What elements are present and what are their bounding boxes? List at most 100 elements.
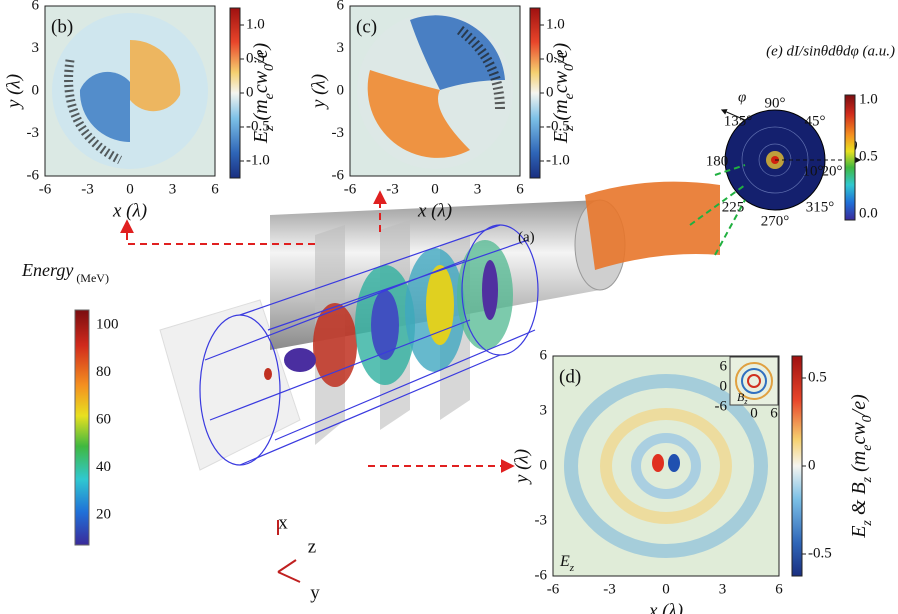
x-tick-label: -6 xyxy=(547,581,560,597)
y-tick-label: 0 xyxy=(337,82,345,98)
azimuth-label: 90° xyxy=(765,95,786,111)
x-tick-label: 3 xyxy=(719,581,727,597)
label-part: 0 xyxy=(262,64,277,71)
radial-label: 20° xyxy=(822,163,843,179)
label-part: (MeV) xyxy=(73,271,109,285)
label-part: E xyxy=(550,131,572,144)
colorbar-tick-label: 100 xyxy=(96,316,119,332)
x-tick-label: 6 xyxy=(211,181,219,197)
y-tick-label: 0 xyxy=(32,82,40,98)
y-tick-label: 0 xyxy=(540,457,548,473)
x-axis-label: x (λ) xyxy=(648,600,683,614)
x-tick-label: 0 xyxy=(662,581,670,597)
y-tick-label: 3 xyxy=(337,40,345,56)
y-tick-label: -3 xyxy=(535,512,548,528)
y-tick-label: -6 xyxy=(332,167,345,183)
figure: -6 -3 0 3 6 6 3 0 -3 -6 x (λ) y (λ) (b) 1.0 0.5 0 -0.5 -1… xyxy=(0,0,898,614)
label-part: 0 xyxy=(860,415,875,422)
x-tick-label: -6 xyxy=(39,181,52,197)
label-part: (m xyxy=(250,99,272,125)
azimuth-label: 45° xyxy=(805,113,826,129)
y-axis-label: y (λ) xyxy=(308,74,329,110)
energy-label: Energy (MeV) xyxy=(21,260,109,285)
panel-label: (c) xyxy=(356,16,377,37)
label-part: E xyxy=(250,131,272,144)
label-part: cw xyxy=(550,70,572,93)
axis-label: y xyxy=(310,582,320,603)
x-tick-label: 3 xyxy=(474,181,482,197)
y-tick-label: 6 xyxy=(32,0,40,13)
label-part: /e) xyxy=(250,43,272,65)
inset-tick-label: -6 xyxy=(715,398,728,414)
y-tick-label: -6 xyxy=(535,567,548,583)
y-tick-label: 3 xyxy=(540,402,548,418)
label-part: /e) xyxy=(550,43,572,65)
phi-label: φ xyxy=(738,89,746,105)
label-part: Energy xyxy=(21,260,73,280)
x-axis-label: x (λ) xyxy=(417,200,452,221)
colorbar-tick-label: -1.0 xyxy=(546,152,570,168)
colorbar-tick-label: 0 xyxy=(808,457,816,473)
y-axis-label: y (λ) xyxy=(511,449,532,485)
axis-label: z xyxy=(308,536,316,557)
label-part: (m xyxy=(848,451,870,477)
colorbar-tick-label: 40 xyxy=(96,459,111,475)
y-tick-label: 3 xyxy=(32,40,40,56)
label-part: 0 xyxy=(562,64,577,71)
colorbar-tick-label: 80 xyxy=(96,364,111,380)
x-tick-label: 6 xyxy=(775,581,783,597)
inset-tick-label: 6 xyxy=(720,358,728,374)
panel-label: (d) xyxy=(559,366,581,387)
colorbar-tick-label: 0.5 xyxy=(808,369,827,385)
y-tick-label: -3 xyxy=(332,125,345,141)
label-part: E xyxy=(848,526,870,539)
azimuth-label: 225 xyxy=(722,199,745,215)
x-tick-label: -3 xyxy=(603,581,616,597)
colorbar-tick-label: -1.0 xyxy=(246,152,270,168)
x-tick-label: 6 xyxy=(516,181,524,197)
colorbar-tick-label: 1.0 xyxy=(546,16,565,32)
panel-label: (a) xyxy=(518,229,535,245)
azimuth-label: 270° xyxy=(761,213,790,229)
inset-tick-label: 6 xyxy=(770,405,778,421)
panel-title: (e) dI/sinθdθdφ (a.u.) xyxy=(766,43,895,59)
x-axis-label: x (λ) xyxy=(112,200,147,221)
colorbar xyxy=(75,310,89,545)
y-tick-label: 6 xyxy=(540,347,548,363)
colorbar xyxy=(230,8,240,178)
x-tick-label: 0 xyxy=(431,181,439,197)
label-part: cw xyxy=(250,70,272,93)
azimuth-label: 315° xyxy=(806,199,835,215)
label-part: E xyxy=(559,553,570,570)
x-tick-label: -6 xyxy=(344,181,357,197)
y-axis-label: y (λ) xyxy=(3,74,24,110)
azimuth-label: 180 xyxy=(706,153,729,169)
label-part: /e) xyxy=(848,394,870,416)
label-part: z xyxy=(569,562,575,574)
colorbar-tick-label: 1.0 xyxy=(246,16,265,32)
label-part: (m xyxy=(550,99,572,125)
inset-tick-label: 0 xyxy=(750,405,758,421)
label-part: & B xyxy=(848,482,870,520)
colorbar-tick-label: 1.0 xyxy=(859,91,878,107)
y-tick-label: -3 xyxy=(27,125,40,141)
axis-label: x xyxy=(278,512,288,533)
colorbar xyxy=(845,95,855,220)
y-tick-label: 6 xyxy=(337,0,345,13)
colorbar-label: Ez & Bz (mecw0/e) xyxy=(848,394,875,539)
colorbar-tick-label: -0.5 xyxy=(808,545,832,561)
x-tick-label: -3 xyxy=(386,181,399,197)
x-tick-label: 0 xyxy=(126,181,134,197)
colorbar-tick-label: 20 xyxy=(96,506,111,522)
inset-tick-label: 0 xyxy=(720,378,728,394)
label-part: cw xyxy=(848,422,870,445)
x-tick-label: 3 xyxy=(169,181,177,197)
colorbar-tick-label: 60 xyxy=(96,411,111,427)
colorbar xyxy=(792,356,802,576)
colorbar xyxy=(530,8,540,178)
panel-label: (b) xyxy=(51,16,73,37)
azimuth-label: 135° xyxy=(724,113,753,129)
radial-label: 10° xyxy=(803,163,824,179)
colorbar-tick-label: 0.0 xyxy=(859,205,878,221)
colorbar-tick-label: 0.5 xyxy=(859,148,878,164)
